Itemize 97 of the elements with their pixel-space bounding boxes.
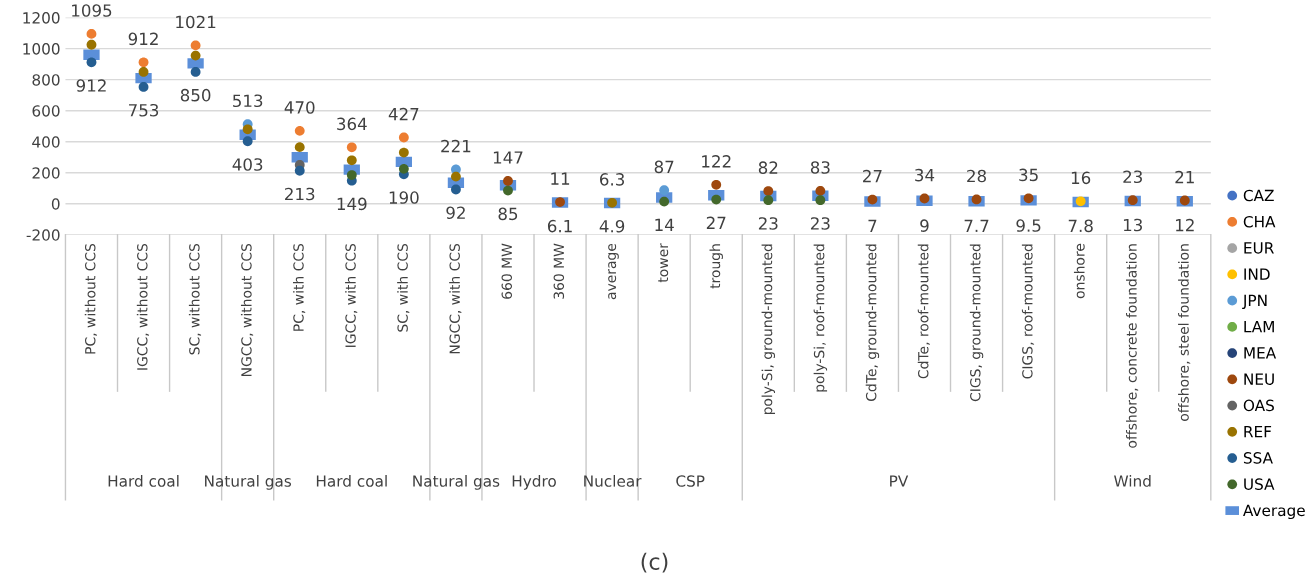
annotation: 12 (1176, 218, 1194, 232)
y-tick-label: 800 (32, 74, 60, 86)
legend-label: REF (1244, 426, 1272, 438)
annotation: 82 (758, 161, 778, 174)
x-tick-label: PC, without CCS (84, 243, 97, 354)
annotation: 83 (810, 161, 830, 174)
annotation: 7 (868, 219, 877, 233)
annotation: 6.3 (600, 173, 625, 186)
x-tick-label: average (608, 243, 619, 300)
annotation: 92 (446, 206, 465, 220)
annotation: 6.1 (547, 219, 572, 233)
text: PV (890, 475, 909, 487)
legend-label: JPN (1242, 294, 1267, 310)
legend-label: IND (1244, 268, 1270, 280)
x-tick-label: 660 MW (501, 243, 513, 299)
x-tick-label: poly-Si, roof-mounted (813, 244, 828, 392)
annotation: 27 (863, 169, 882, 183)
annotation: 85 (498, 207, 518, 221)
annotation: 147 (493, 151, 523, 164)
x-tick-label: NGCC, with CCS (449, 243, 462, 354)
legend-label: Average (1243, 504, 1305, 520)
y-tick-label: 1200 (23, 12, 60, 24)
annotation: 912 (128, 32, 158, 46)
legend-label: OAS (1243, 399, 1274, 412)
x-tick-label: NGCC, without CCS (240, 243, 254, 376)
legend-label: SSA (1243, 452, 1273, 464)
x-tick-label: tower (658, 243, 669, 283)
annotation: 149 (337, 197, 367, 211)
annotation: 364 (337, 117, 367, 131)
y-tick-label: 0 (51, 198, 60, 210)
text: CSP (676, 475, 705, 487)
x-tick-label: CdTe, ground-mounted (865, 244, 880, 401)
legend-label: NEU (1244, 373, 1274, 385)
annotation: 16 (1071, 171, 1091, 185)
annotation: 14 (655, 218, 674, 231)
annotation: 213 (285, 187, 315, 201)
annotation: 850 (180, 88, 211, 102)
x-tick-label: poly-Si, ground-mounted (761, 244, 776, 415)
annotation: 513 (233, 94, 263, 108)
annotation: 28 (967, 169, 987, 183)
x-tick-label: trough (709, 244, 723, 289)
text: (c) (641, 552, 668, 573)
y-tick-label: -200 (26, 229, 60, 241)
x-tick-label: CIGS, roof-mounted (1021, 244, 1035, 379)
x-tick-label: 360 MW (553, 243, 565, 299)
annotation: 1095 (72, 4, 112, 17)
annotation: 9 (920, 219, 929, 232)
annotation: 34 (915, 168, 935, 182)
x-tick-label: PC, with CCS (293, 243, 306, 331)
y-tick-label: 400 (32, 136, 60, 148)
legend-label: MEA (1244, 347, 1277, 359)
legend-label: CHA (1243, 215, 1276, 228)
x-tick-label: CdTe, roof-mounted (917, 244, 930, 379)
annotation: 190 (389, 191, 419, 204)
text: Hard coal (108, 475, 179, 487)
text: Hard coal (316, 475, 387, 487)
y-tick-label: 1000 (23, 43, 60, 55)
annotation: 23 (810, 217, 830, 230)
annotation: 221 (441, 139, 471, 153)
annotation: 11 (551, 172, 570, 185)
annotation: 9.5 (1016, 219, 1041, 232)
legend-label: USA (1244, 478, 1275, 490)
annotation: 21 (1175, 170, 1194, 184)
annotation: 13 (1123, 218, 1142, 232)
y-tick-label: 200 (32, 167, 60, 179)
annotation: 403 (232, 158, 263, 171)
x-tick-label: onshore (1073, 243, 1085, 299)
x-tick-label: offshore, concrete foundation (1126, 244, 1139, 448)
x-tick-label: SC, with CCS (397, 243, 410, 332)
annotation: 912 (76, 79, 106, 92)
x-tick-label: CIGS, ground-mounted (969, 244, 984, 402)
annotation: 23 (1123, 170, 1142, 184)
x-tick-label: SC, without CCS (188, 243, 202, 355)
annotation: 35 (1019, 168, 1038, 182)
text: Hydro (512, 475, 556, 490)
text: Wind (1114, 475, 1151, 487)
annotation: 7.7 (964, 219, 989, 232)
legend-label: EUR (1244, 242, 1274, 254)
annotation: 122 (702, 155, 731, 168)
legend-label: CAZ (1243, 189, 1274, 202)
annotation: 23 (758, 217, 778, 230)
x-tick-label: IGCC, without CCS (136, 243, 149, 370)
annotation: 27 (706, 216, 726, 229)
y-tick-label: 600 (32, 105, 60, 117)
annotation: 4.9 (599, 219, 625, 233)
annotation: 470 (284, 101, 315, 114)
annotation: 7.8 (1068, 219, 1093, 233)
annotation: 1021 (176, 15, 216, 29)
annotation: 753 (129, 103, 159, 117)
annotation: 87 (654, 160, 674, 174)
text: Natural gas (205, 475, 292, 490)
text: Nuclear (584, 475, 642, 487)
x-tick-label: IGCC, with CCS (345, 243, 358, 347)
x-tick-label: offshore, steel foundation (1178, 244, 1191, 421)
text: Natural gas (413, 475, 500, 490)
legend-label: LAM (1244, 321, 1274, 333)
annotation: 427 (388, 107, 419, 121)
